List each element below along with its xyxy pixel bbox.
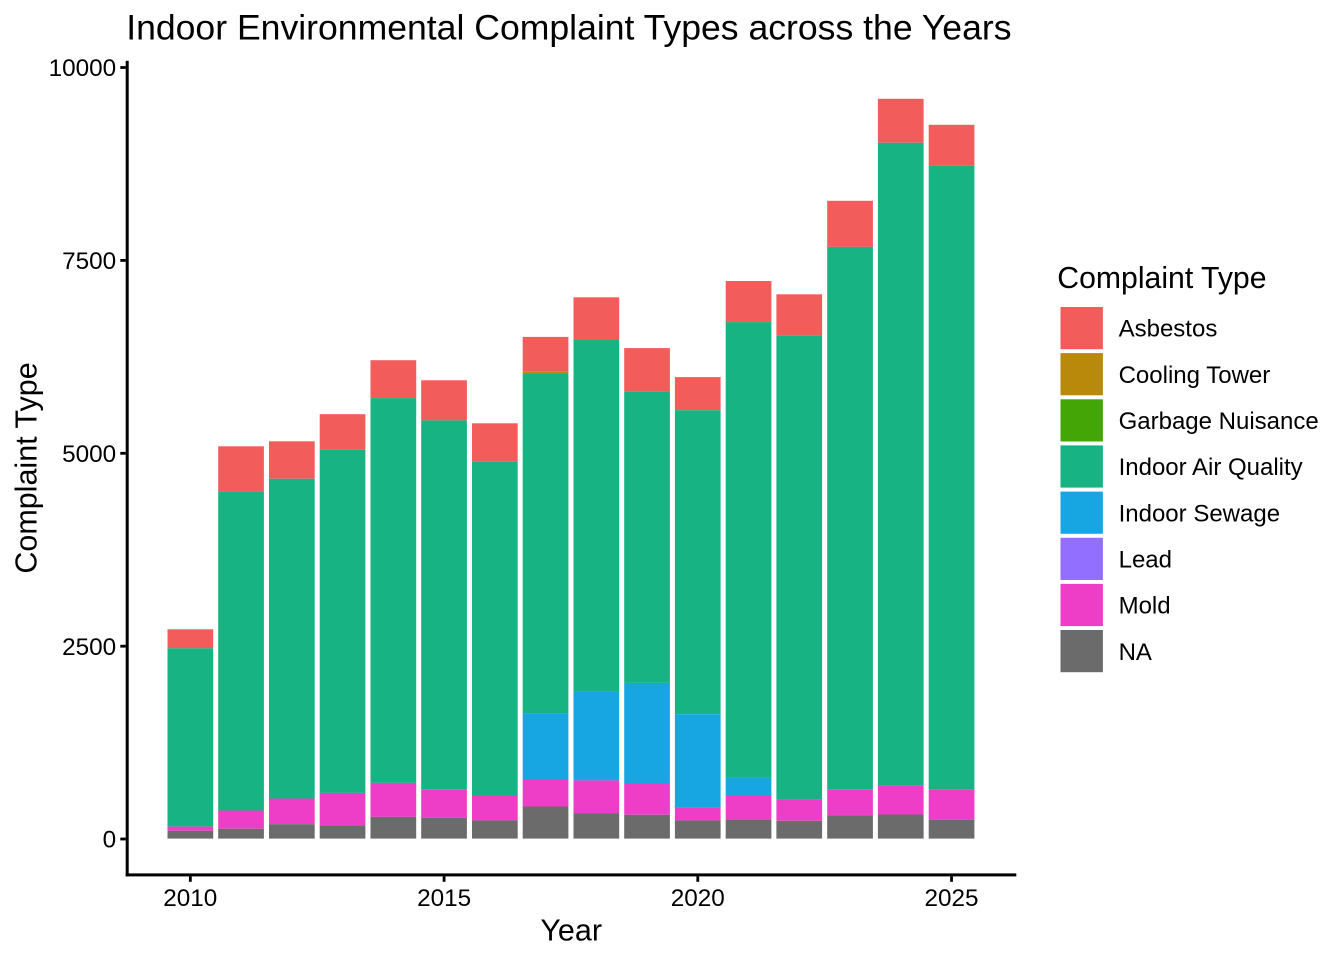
svg-text:Complaint Type: Complaint Type: [1057, 262, 1266, 295]
svg-text:2025: 2025: [924, 885, 978, 912]
svg-text:0: 0: [103, 827, 117, 854]
svg-text:2500: 2500: [62, 634, 116, 661]
svg-text:10000: 10000: [49, 55, 117, 82]
svg-text:Mold: Mold: [1119, 593, 1171, 620]
svg-text:5000: 5000: [62, 441, 116, 468]
svg-text:2015: 2015: [417, 885, 471, 912]
svg-text:NA: NA: [1119, 639, 1152, 666]
svg-text:Lead: Lead: [1119, 547, 1172, 574]
svg-text:Year: Year: [540, 914, 602, 948]
svg-text:Indoor Environmental Complaint: Indoor Environmental Complaint Types acr…: [126, 8, 1011, 48]
svg-text:2010: 2010: [163, 885, 217, 912]
svg-text:Asbestos: Asbestos: [1119, 316, 1218, 343]
svg-text:Garbage Nuisance: Garbage Nuisance: [1119, 408, 1319, 435]
svg-text:7500: 7500: [62, 248, 116, 275]
svg-text:2020: 2020: [671, 885, 725, 912]
svg-text:Indoor Sewage: Indoor Sewage: [1119, 500, 1280, 527]
svg-text:Indoor Air Quality: Indoor Air Quality: [1119, 454, 1303, 481]
svg-text:Complaint Type: Complaint Type: [10, 362, 44, 573]
svg-text:Cooling Tower: Cooling Tower: [1119, 362, 1271, 389]
